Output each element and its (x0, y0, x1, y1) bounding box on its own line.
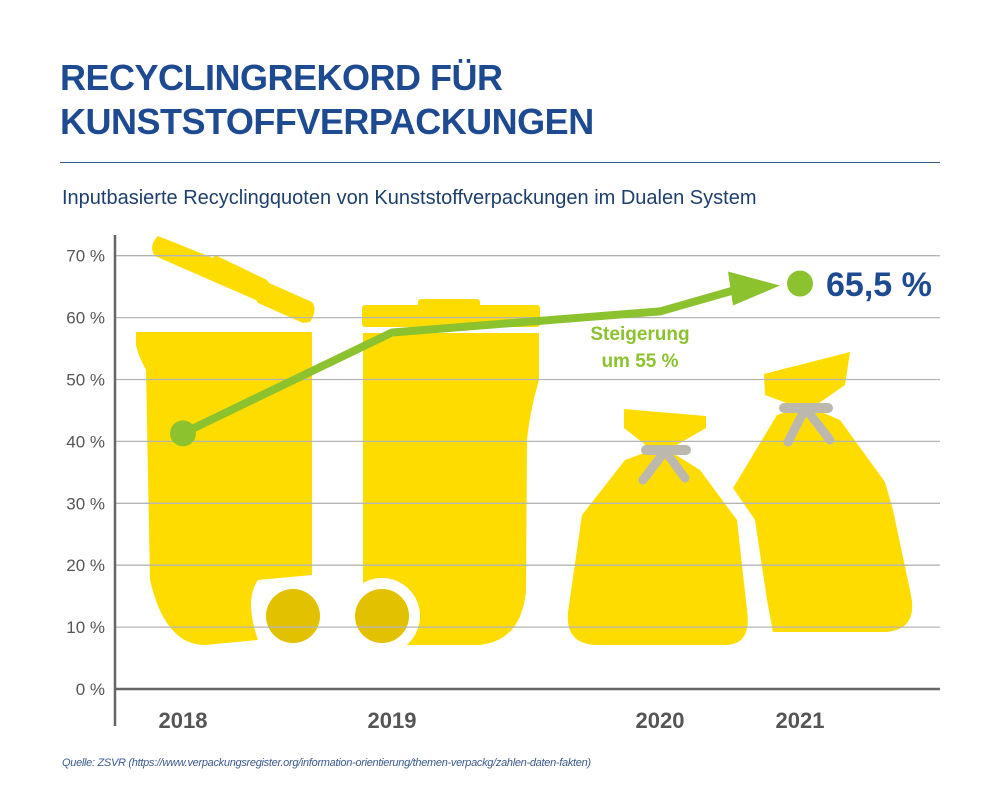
y-tick-label: 40 % (66, 432, 105, 451)
x-axis-ticks: 2018 2019 2020 2021 (159, 708, 825, 733)
pictograms (136, 236, 913, 654)
y-tick-label: 50 % (66, 371, 105, 390)
data-point-2018 (170, 420, 196, 447)
bag-2021-tie-left (783, 408, 808, 447)
bag-2020-tie (641, 445, 691, 455)
bag-2020-tie-left (638, 450, 667, 485)
chart-subtitle: Inputbasierte Recyclingquoten von Kunsts… (62, 187, 757, 209)
bin-2018-icon (136, 236, 331, 654)
bin-2018-lid (152, 236, 315, 323)
bag-2021-body (733, 352, 913, 632)
bag-2020-body (567, 409, 748, 645)
y-tick-label: 70 % (66, 247, 105, 266)
final-value-label: 65,5 % (826, 266, 932, 304)
increase-annotation-line-1: Steigerung (590, 324, 689, 345)
title-line-2: KUNSTSTOFFVERPACKUNGEN (60, 101, 594, 142)
bin-2019-lid-handle (418, 299, 480, 309)
bin-2018-wheel (266, 589, 320, 643)
bag-2020-tie-right (663, 450, 690, 483)
data-point-2021 (787, 270, 813, 297)
x-tick-label: 2020 (636, 708, 685, 733)
gridlines (115, 255, 940, 628)
bag-2021-tie-right (804, 408, 835, 445)
y-axis-ticks: 0 % 10 % 20 % 30 % 40 % 50 % 60 % 70 % (66, 247, 105, 699)
bag-2021-icon (733, 352, 913, 632)
y-tick-label: 0 % (76, 680, 105, 699)
bag-2021-tie (779, 403, 833, 413)
arrowhead-icon (728, 271, 780, 306)
source-note: Quelle: ZSVR (https://www.verpackungsreg… (62, 757, 591, 769)
title-divider (60, 162, 940, 163)
page-title: RECYCLINGREKORD FÜR KUNSTSTOFFVERPACKUNG… (60, 56, 594, 144)
y-tick-label: 60 % (66, 309, 105, 328)
y-tick-label: 10 % (66, 618, 105, 637)
title-line-1: RECYCLINGREKORD FÜR (60, 57, 503, 98)
increase-annotation-line-2: um 55 % (601, 351, 678, 372)
x-tick-label: 2021 (776, 708, 825, 733)
x-tick-label: 2019 (368, 708, 417, 733)
series-recyclingquote (170, 270, 813, 447)
bag-2020-icon (567, 409, 748, 645)
series-line (181, 284, 742, 437)
y-tick-label: 20 % (66, 556, 105, 575)
y-tick-label: 30 % (66, 494, 105, 513)
bin-2019-body (363, 333, 539, 645)
bin-2019-wheel (355, 589, 409, 643)
bin-2018-body (136, 332, 312, 645)
x-tick-label: 2018 (159, 708, 208, 733)
